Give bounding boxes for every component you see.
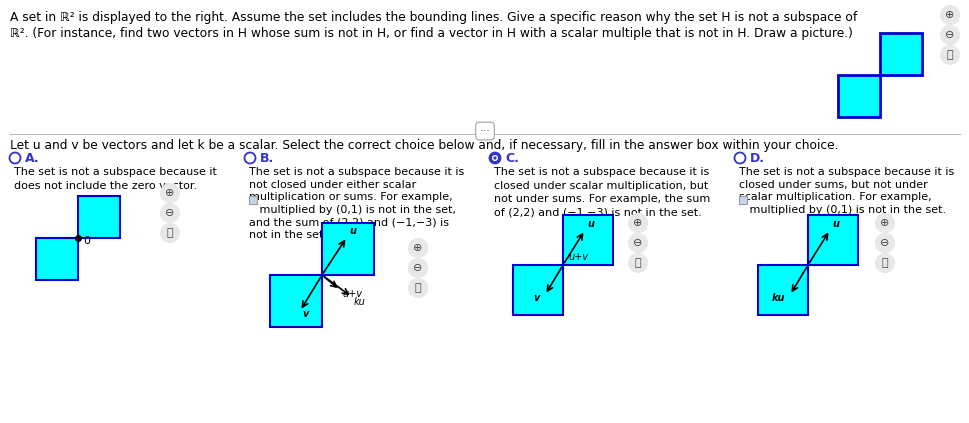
Text: B.: B. bbox=[260, 151, 274, 165]
Bar bbox=[36, 238, 78, 280]
Text: A set in ℝ² is displayed to the right. Assume the set includes the bounding line: A set in ℝ² is displayed to the right. A… bbox=[10, 11, 857, 24]
Bar bbox=[879, 33, 922, 75]
Bar bbox=[837, 75, 879, 117]
Circle shape bbox=[408, 278, 427, 297]
Bar bbox=[78, 196, 120, 238]
Text: ⊖: ⊖ bbox=[413, 263, 422, 273]
Text: ⧉: ⧉ bbox=[167, 228, 173, 238]
Text: Let u and v be vectors and let k be a scalar. Select the correct choice below an: Let u and v be vectors and let k be a sc… bbox=[10, 139, 837, 152]
Text: u: u bbox=[586, 219, 593, 229]
Text: ⊖: ⊖ bbox=[880, 238, 889, 248]
Text: C.: C. bbox=[505, 151, 518, 165]
Circle shape bbox=[628, 214, 647, 233]
Circle shape bbox=[408, 258, 427, 277]
Text: ⊕: ⊕ bbox=[633, 218, 642, 228]
Text: v: v bbox=[532, 293, 539, 303]
Text: scalar multiplication. For example,: scalar multiplication. For example, bbox=[738, 192, 930, 202]
Circle shape bbox=[875, 253, 893, 272]
Text: 0: 0 bbox=[83, 236, 90, 246]
Text: ⊕: ⊕ bbox=[880, 218, 889, 228]
Circle shape bbox=[875, 214, 893, 233]
Circle shape bbox=[160, 184, 179, 203]
Text: ···: ··· bbox=[479, 126, 490, 136]
Text: ⊖: ⊖ bbox=[945, 30, 953, 40]
Text: ⧉: ⧉ bbox=[881, 258, 888, 268]
Text: ⊕: ⊕ bbox=[165, 188, 174, 198]
Circle shape bbox=[160, 203, 179, 222]
Text: u: u bbox=[349, 226, 356, 236]
Text: ⊖: ⊖ bbox=[633, 238, 642, 248]
Text: A.: A. bbox=[25, 151, 40, 165]
Text: not in the set.: not in the set. bbox=[249, 230, 327, 239]
Text: ⊖: ⊖ bbox=[165, 208, 174, 218]
Text: ⊕: ⊕ bbox=[413, 243, 422, 253]
Text: multiplication or sums. For example,: multiplication or sums. For example, bbox=[249, 192, 453, 202]
Circle shape bbox=[628, 233, 647, 253]
Text: The set is not a subspace because it is
closed under scalar multiplication, but
: The set is not a subspace because it is … bbox=[493, 167, 709, 218]
Bar bbox=[757, 265, 807, 315]
Bar bbox=[269, 275, 322, 327]
Circle shape bbox=[940, 46, 958, 64]
Text: not closed under either scalar: not closed under either scalar bbox=[249, 179, 416, 190]
Circle shape bbox=[875, 233, 893, 253]
Text: ⧉: ⧉ bbox=[415, 283, 421, 293]
Bar bbox=[249, 195, 257, 203]
Circle shape bbox=[489, 153, 500, 163]
Text: ku: ku bbox=[771, 293, 785, 303]
Bar bbox=[562, 215, 612, 265]
Circle shape bbox=[940, 25, 958, 44]
Bar bbox=[513, 265, 562, 315]
Text: u+v: u+v bbox=[342, 289, 361, 299]
Circle shape bbox=[940, 5, 958, 25]
Text: multiplied by (0,1) is not in the set,: multiplied by (0,1) is not in the set, bbox=[249, 204, 455, 214]
Text: and the sum of (2,2) and (−1,−3) is: and the sum of (2,2) and (−1,−3) is bbox=[249, 217, 449, 227]
Circle shape bbox=[491, 155, 497, 161]
Text: multiplied by (0,1) is not in the set.: multiplied by (0,1) is not in the set. bbox=[738, 204, 945, 214]
Bar bbox=[738, 195, 746, 203]
Text: The set is not a subspace because it
does not include the zero vector.: The set is not a subspace because it doe… bbox=[14, 167, 217, 191]
Text: closed under sums, but not under: closed under sums, but not under bbox=[738, 179, 926, 190]
Circle shape bbox=[493, 157, 496, 159]
Bar bbox=[807, 215, 858, 265]
Text: ⊕: ⊕ bbox=[945, 10, 953, 20]
Text: u+v: u+v bbox=[568, 252, 587, 262]
Text: ⧉: ⧉ bbox=[946, 50, 953, 60]
Bar bbox=[322, 223, 374, 275]
Text: D.: D. bbox=[749, 151, 765, 165]
Text: The set is not a subspace because it is: The set is not a subspace because it is bbox=[738, 167, 953, 177]
Text: ℝ². (For instance, find two vectors in H whose sum is not in H, or find a vector: ℝ². (For instance, find two vectors in H… bbox=[10, 27, 852, 40]
Text: u: u bbox=[831, 219, 838, 229]
Circle shape bbox=[628, 253, 647, 272]
Circle shape bbox=[408, 239, 427, 258]
Circle shape bbox=[160, 223, 179, 242]
Text: v: v bbox=[301, 309, 308, 319]
Text: ku: ku bbox=[354, 297, 365, 307]
Text: ⧉: ⧉ bbox=[634, 258, 641, 268]
Text: The set is not a subspace because it is: The set is not a subspace because it is bbox=[249, 167, 464, 177]
